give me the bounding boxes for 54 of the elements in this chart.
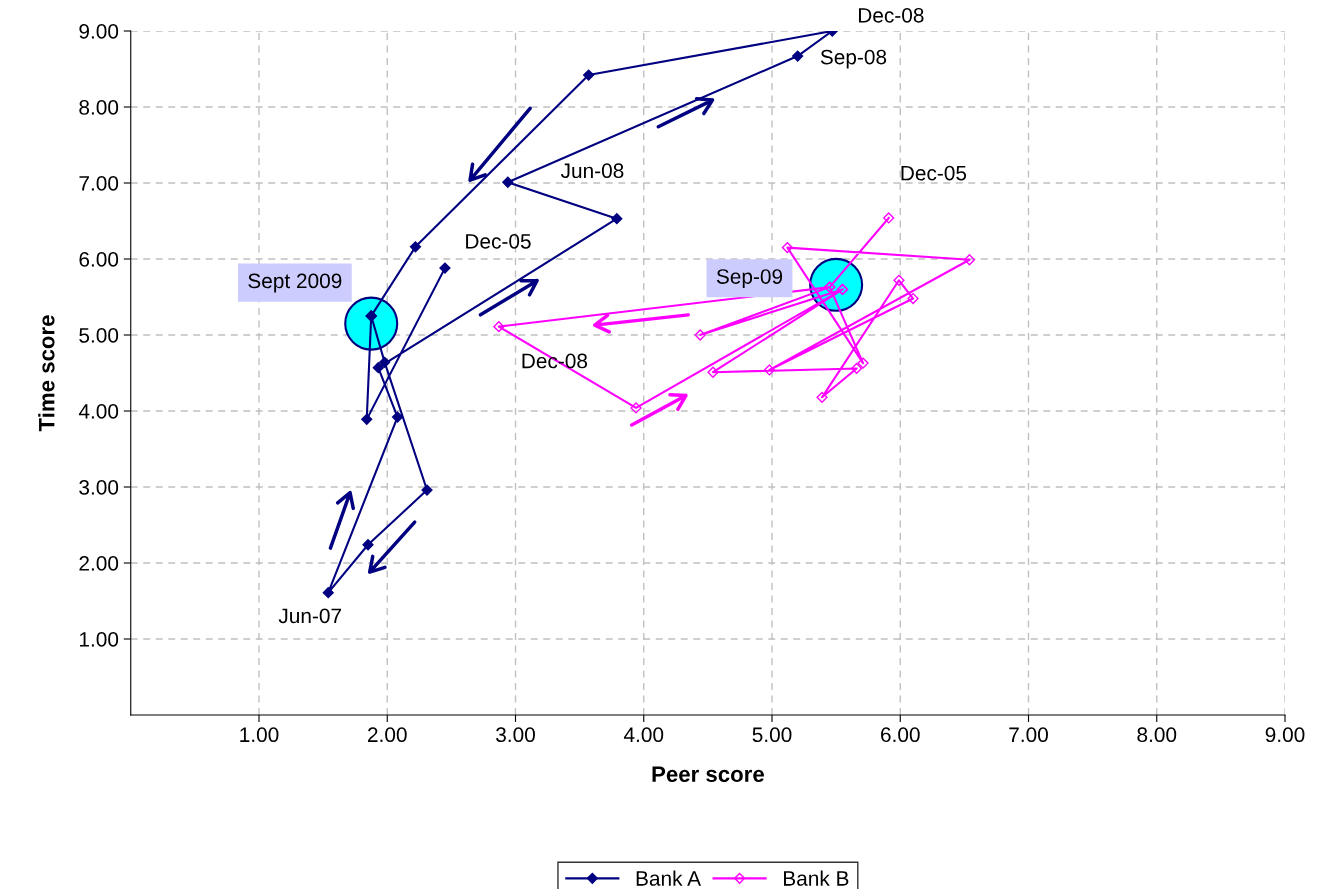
y-tick-label: 2.00 (79, 556, 119, 571)
point (707, 366, 719, 378)
y-tick-label: 6.00 (79, 252, 119, 267)
y-tick-label: 3.00 (79, 480, 119, 495)
annotation: Jun-07 (278, 608, 342, 624)
annotation: Dec-05 (466, 233, 531, 249)
point (781, 241, 793, 254)
y-tick-label: 7.00 (79, 176, 119, 191)
point (409, 241, 422, 253)
point (893, 274, 905, 286)
point (322, 587, 334, 599)
point (883, 212, 895, 224)
point (963, 254, 976, 266)
point (816, 391, 828, 403)
y-tick-label: 9.00 (79, 24, 119, 39)
point (763, 364, 776, 376)
point (857, 357, 869, 369)
legend-label: Bank B (784, 870, 849, 886)
point (792, 50, 804, 62)
annotation: Jun-08 (560, 163, 624, 179)
x-tick-label: 6.00 (881, 727, 920, 743)
x-axis-title: Peer score (652, 766, 764, 782)
point (907, 292, 919, 305)
annotation: Sep-08 (820, 49, 887, 69)
point (582, 69, 595, 81)
y-tick-label: 1.00 (79, 632, 119, 647)
y-axis-title: Time score (38, 315, 55, 432)
legend-label: Bank A (636, 870, 702, 886)
point (694, 329, 706, 341)
point (362, 539, 374, 551)
point (611, 213, 623, 225)
x-tick-label: 8.00 (1137, 727, 1177, 743)
y-tick-label: 4.00 (78, 404, 119, 419)
x-tick-label: 7.00 (1009, 727, 1048, 743)
x-tick-label: 5.00 (752, 727, 792, 743)
point (372, 362, 384, 374)
x-tick-label: 9.00 (1265, 727, 1305, 743)
point (493, 321, 505, 333)
point (630, 402, 642, 414)
x-tick-label: 3.00 (496, 727, 535, 743)
point (502, 176, 514, 188)
point (379, 356, 391, 368)
point (439, 262, 451, 274)
annotation: Sep-09 (716, 269, 783, 288)
point (851, 362, 863, 375)
y-tick-label: 5.00 (79, 328, 119, 343)
x-tick-label: 1.00 (240, 727, 279, 743)
x-tick-label: 4.00 (623, 727, 664, 743)
annotation: Sept 2009 (248, 273, 342, 293)
point (361, 413, 373, 425)
annotation: Dec-05 (901, 165, 967, 181)
x-tick-label: 2.00 (368, 727, 407, 743)
y-tick-label: 8.00 (79, 100, 119, 115)
annotation: Dec-08 (858, 7, 924, 23)
